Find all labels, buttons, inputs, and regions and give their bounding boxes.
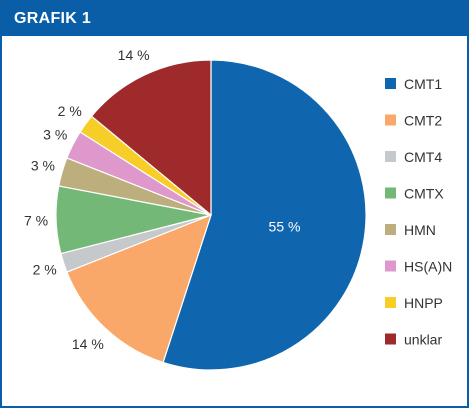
pie-slice-cmt1 <box>162 59 367 371</box>
pie-chart: 55 % 14 % 2 % 7 % 3 % 3 % 2 % 14 % CMT1 CMT2 CMT4… <box>24 47 452 371</box>
legend-label-cmt1: CMT1 <box>404 76 442 92</box>
slice-label-hmn: 3 % <box>31 158 55 174</box>
chart-header: GRAFIK 1 <box>2 2 467 36</box>
legend-label-cmt4: CMT4 <box>404 149 442 165</box>
pie-slice-cmt2 <box>66 213 212 364</box>
legend-swatch-hmn <box>385 224 396 235</box>
legend-swatch-cmtx <box>385 187 396 199</box>
legend-label-unklar: unklar <box>404 332 442 348</box>
pie-slice-unklar <box>90 59 212 217</box>
slice-label-hsan: 3 % <box>43 127 67 143</box>
legend-swatch-cmt1 <box>385 78 396 89</box>
slice-label-cmtx: 7 % <box>24 213 48 229</box>
slice-labels: 55 % 14 % 2 % 7 % 3 % 3 % 2 % 14 % <box>24 47 300 352</box>
slice-label-cmt2: 14 % <box>72 336 104 352</box>
slice-label-unklar: 14 % <box>118 47 150 63</box>
legend-swatch-cmt2 <box>385 114 396 126</box>
legend-swatch-hnpp <box>385 297 396 308</box>
legend-swatch-unklar <box>385 333 396 345</box>
slice-label-cmt4: 2 % <box>33 262 57 278</box>
legend-swatch-hsan <box>385 260 396 272</box>
chart-title: GRAFIK 1 <box>14 10 92 27</box>
slice-label-cmt1: 55 % <box>269 219 301 235</box>
legend-label-hsan: HS(A)N <box>404 259 452 275</box>
slice-label-hnpp: 2 % <box>58 103 82 119</box>
legend-label-cmt2: CMT2 <box>404 113 442 129</box>
legend-label-hnpp: HNPP <box>404 295 443 311</box>
legend-swatch-cmt4 <box>385 151 396 162</box>
pie-slices <box>55 59 367 371</box>
legend-label-hmn: HMN <box>404 222 436 238</box>
legend: CMT1 CMT2 CMT4 CMTX HMN HS(A)N HNPP unklar <box>385 76 452 348</box>
legend-label-cmtx: CMTX <box>404 186 444 202</box>
